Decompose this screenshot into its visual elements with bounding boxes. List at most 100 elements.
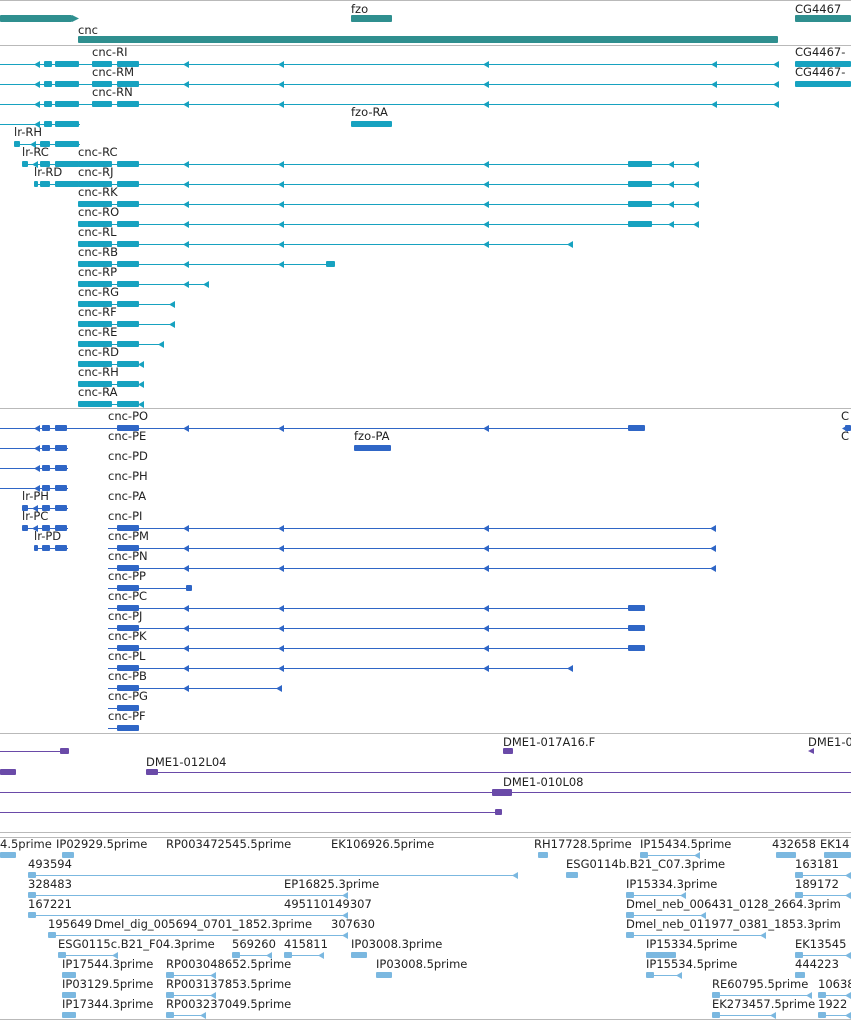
transcript-refseq-a-exon[interactable]: [55, 445, 67, 451]
transcript-lr-rc-exon[interactable]: [55, 161, 79, 167]
transcript-cg4467-exon[interactable]: [795, 61, 851, 67]
transcript-cnc-pj-exon[interactable]: [117, 625, 139, 631]
transcript-cnc-pi-exon[interactable]: [117, 525, 139, 531]
transcript-cnc-ro-exon[interactable]: [117, 221, 139, 227]
clone-feature-b[interactable]: [0, 769, 16, 775]
transcript-lr-rc-exon[interactable]: [22, 161, 28, 167]
transcript-cnc-ri-exon[interactable]: [117, 61, 139, 67]
transcript-lr-pd-exon[interactable]: [55, 545, 67, 551]
transcript-cnc-ri-exon[interactable]: [55, 61, 79, 67]
transcript-cnc-pb-exon[interactable]: [117, 685, 139, 691]
transcript-cnc-pm-exon[interactable]: [117, 545, 139, 551]
est-feature[interactable]: [712, 992, 720, 998]
transcript-cnc-ra-exon[interactable]: [78, 401, 112, 407]
est-feature[interactable]: [62, 972, 76, 978]
est-feature[interactable]: [795, 952, 803, 958]
transcript-cnc-rc-exon[interactable]: [117, 161, 139, 167]
transcript-cnc-rp-exon[interactable]: [117, 281, 139, 287]
transcript-cnc-rj-exon[interactable]: [78, 181, 112, 187]
transcript-cnc-pf-exon[interactable]: [117, 725, 139, 731]
transcript-cnc-rc-exon[interactable]: [628, 161, 652, 167]
est-feature[interactable]: [776, 852, 796, 858]
transcript-cnc-pp-exon[interactable]: [117, 585, 139, 591]
transcript-cnc-rm-exon[interactable]: [92, 81, 112, 87]
transcript-cnc-pg-exon[interactable]: [117, 705, 139, 711]
gene-cnc[interactable]: [78, 36, 778, 43]
est-feature[interactable]: [566, 872, 578, 878]
transcript-cnc-pl-exon[interactable]: [117, 665, 139, 671]
transcript-cnc-rh-exon[interactable]: [78, 381, 112, 387]
est-feature[interactable]: [232, 952, 240, 958]
est-feature[interactable]: [62, 992, 76, 998]
transcript-cnc-rm-exon[interactable]: [117, 81, 139, 87]
est-feature[interactable]: [640, 852, 648, 858]
clone-010L08[interactable]: [492, 789, 512, 796]
transcript-cnc-rh-exon[interactable]: [117, 381, 139, 387]
est-feature[interactable]: [646, 972, 654, 978]
transcript-cnc-rn-exon[interactable]: [55, 101, 79, 107]
est-feature[interactable]: [62, 852, 74, 858]
transcript-refseq-b-exon[interactable]: [55, 465, 67, 471]
transcript-cnc-ro-exon[interactable]: [78, 221, 112, 227]
transcript-lr-rd-exon[interactable]: [55, 181, 79, 187]
est-feature[interactable]: [351, 952, 367, 958]
transcript-lr-a-exon[interactable]: [55, 121, 79, 127]
transcript-cnc-rb-exon[interactable]: [78, 261, 112, 267]
transcript-lr-rh-exon[interactable]: [55, 141, 79, 147]
transcript-cnc-po-exon[interactable]: [55, 425, 67, 431]
gene-fzo[interactable]: [351, 15, 392, 22]
transcript-cnc-rf-exon[interactable]: [78, 321, 112, 327]
est-feature[interactable]: [646, 952, 676, 958]
transcript-refseq-c-exon[interactable]: [42, 485, 50, 491]
transcript-cnc-rk-exon[interactable]: [78, 201, 112, 207]
clone-feature-c[interactable]: [495, 809, 502, 815]
transcript-cnc-pk-exon[interactable]: [117, 645, 139, 651]
est-feature[interactable]: [0, 852, 16, 858]
est-feature[interactable]: [795, 892, 803, 898]
transcript-lr-pc-exon[interactable]: [42, 525, 50, 531]
transcript-lr-rh-exon[interactable]: [14, 141, 20, 147]
transcript-cnc-rg-exon[interactable]: [78, 301, 112, 307]
transcript-cnc-rk-exon[interactable]: [117, 201, 139, 207]
est-feature[interactable]: [376, 972, 392, 978]
clone-017A16[interactable]: [503, 748, 513, 754]
transcript-lr-pc-exon[interactable]: [55, 525, 67, 531]
transcript-lr-pc-exon[interactable]: [22, 525, 28, 531]
transcript-lr-ph-exon[interactable]: [55, 505, 67, 511]
est-feature[interactable]: [166, 992, 174, 998]
est-feature[interactable]: [166, 1012, 174, 1018]
transcript-cnc-re-exon[interactable]: [78, 341, 112, 347]
transcript-exon[interactable]: [845, 425, 851, 431]
est-feature[interactable]: [28, 912, 36, 918]
est-feature[interactable]: [818, 1012, 826, 1018]
transcript-cnc-rn-exon[interactable]: [92, 101, 112, 107]
transcript-cnc-pk-exon[interactable]: [628, 645, 645, 651]
gene-left-feature[interactable]: [0, 15, 72, 22]
transcript-lr-rc-exon[interactable]: [40, 161, 50, 167]
transcript-cnc-ra-exon[interactable]: [117, 401, 139, 407]
transcript-cnc-pj-exon[interactable]: [628, 625, 645, 631]
transcript-lr-a-exon[interactable]: [44, 121, 52, 127]
est-feature[interactable]: [284, 952, 292, 958]
transcript-lr-pd-exon[interactable]: [34, 545, 38, 551]
transcript-fzo-pa-exon[interactable]: [354, 445, 391, 451]
transcript-lr-pd-exon[interactable]: [42, 545, 50, 551]
transcript-cnc-rk-exon[interactable]: [628, 201, 652, 207]
clone-012L04[interactable]: [146, 769, 158, 775]
transcript-cnc-rn-exon[interactable]: [117, 101, 139, 107]
est-feature[interactable]: [62, 1012, 76, 1018]
est-feature[interactable]: [48, 932, 56, 938]
transcript-cnc-ri-exon[interactable]: [92, 61, 112, 67]
est-feature[interactable]: [626, 892, 634, 898]
transcript-cnc-rm-exon[interactable]: [55, 81, 79, 87]
transcript-cnc-rb-exon[interactable]: [117, 261, 139, 267]
transcript-cnc-re-exon[interactable]: [117, 341, 139, 347]
est-feature[interactable]: [712, 1012, 720, 1018]
transcript-cnc-rn-exon[interactable]: [44, 101, 52, 107]
transcript-cnc-rj-exon[interactable]: [117, 181, 139, 187]
transcript-cnc-po-exon[interactable]: [628, 425, 645, 431]
clone-feature[interactable]: [60, 748, 69, 754]
est-feature[interactable]: [28, 872, 36, 878]
transcript-cnc-rj-exon[interactable]: [628, 181, 652, 187]
transcript-cnc-po-exon[interactable]: [117, 425, 139, 431]
